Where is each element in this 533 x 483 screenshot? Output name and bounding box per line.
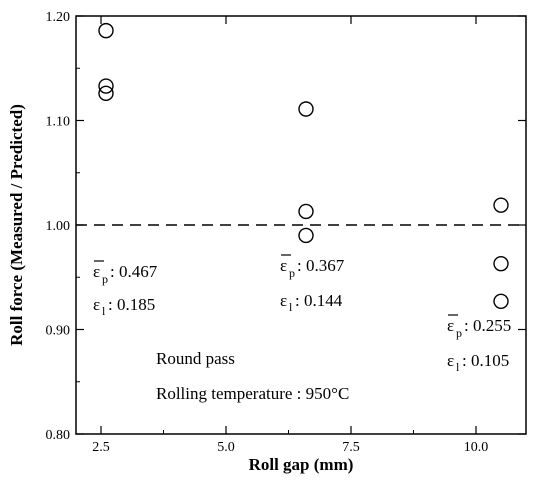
data-point	[98, 22, 114, 39]
x-tick-label: 2.5	[92, 440, 110, 455]
data-point	[493, 293, 509, 309]
annotation-3-p-sub: p	[456, 326, 462, 340]
annotation-group-2: ε p : 0.367 ε l : 0.144	[280, 254, 345, 314]
y-axis: 0.80 0.90 1.00 1.10 1.20	[46, 10, 526, 443]
data-point	[298, 101, 314, 117]
annotation-3-l-value: : 0.105	[462, 351, 509, 370]
data-point	[98, 85, 114, 102]
annotation-group-3: ε p : 0.255 ε l : 0.105	[447, 314, 511, 374]
y-tick-label: 1.20	[46, 10, 71, 25]
annotation-1-p-label: ε	[93, 262, 100, 281]
data-points	[98, 22, 509, 309]
annotation-2-p-value: : 0.367	[297, 256, 345, 275]
data-point	[98, 78, 114, 94]
annotation-1-p-value: : 0.467	[110, 262, 158, 281]
data-point	[493, 255, 509, 272]
annotation-2-p-label: ε	[280, 256, 287, 275]
annotation-3-l-label: ε	[447, 351, 454, 370]
x-axis-title: Roll gap (mm)	[249, 455, 354, 474]
rolling-temperature-note: Rolling temperature : 950°C	[156, 384, 349, 403]
x-tick-label: 5.0	[217, 440, 235, 455]
y-tick-label: 1.10	[46, 115, 71, 130]
annotation-3-l-sub: l	[456, 360, 460, 374]
data-point	[493, 197, 509, 213]
round-pass-note: Round pass	[156, 349, 235, 368]
x-tick-label: 10.0	[464, 440, 489, 455]
data-point	[298, 203, 314, 220]
annotation-2-l-sub: l	[289, 300, 293, 314]
annotation-1-p-sub: p	[102, 272, 108, 286]
data-point	[298, 227, 314, 244]
annotation-2-l-value: : 0.144	[295, 291, 343, 310]
annotation-3-p-label: ε	[447, 316, 454, 335]
annotation-3-p-value: : 0.255	[464, 316, 511, 335]
y-tick-label: 0.80	[46, 428, 71, 443]
y-tick-label: 1.00	[46, 219, 71, 234]
annotation-group-1: ε p : 0.467 ε l : 0.185	[93, 260, 158, 318]
annotation-2-p-sub: p	[289, 266, 295, 280]
x-axis: 2.5 5.0 7.5 10.0	[92, 16, 488, 455]
annotation-2-l-label: ε	[280, 291, 287, 310]
annotation-1-l-sub: l	[102, 304, 106, 318]
annotation-1-l-value: : 0.185	[108, 295, 155, 314]
y-tick-label: 0.90	[46, 324, 71, 339]
x-tick-label: 7.5	[342, 440, 360, 455]
y-axis-title: Roll force (Measured / Predicted)	[7, 104, 26, 346]
annotation-1-l-label: ε	[93, 295, 100, 314]
